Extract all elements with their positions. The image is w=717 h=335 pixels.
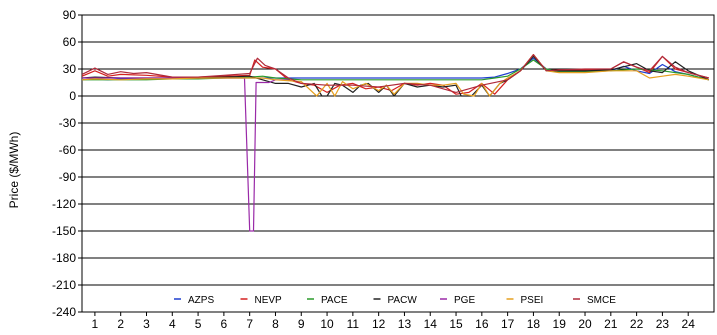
y-tick-label: -60 [59,143,77,157]
x-tick-label: 5 [195,317,202,331]
legend: AZPS NEVP PACE PACW PGE PSEI SMCE [170,291,636,307]
series-line-pace [82,59,709,81]
x-tick-label: 7 [246,317,253,331]
y-tick-label: 30 [63,62,77,76]
x-tick-label: 13 [398,317,412,331]
y-tick-label: 60 [63,35,77,49]
x-tick-label: 6 [221,317,228,331]
y-axis-tick-labels: 90 60 30 0 -30 -60 -90 -120 -150 -180 -210 -240 [52,8,82,319]
x-tick-label: 10 [320,317,334,331]
x-tick-label: 17 [501,317,515,331]
legend-label-pacw: PACW [388,295,418,306]
x-tick-label: 16 [475,317,489,331]
x-tick-label: 24 [682,317,696,331]
legend-label-azps: AZPS [188,295,214,306]
legend-background [170,291,636,307]
x-tick-label: 14 [424,317,438,331]
x-tick-label: 21 [604,317,618,331]
x-tick-label: 22 [630,317,644,331]
x-tick-label: 11 [347,317,360,331]
horizontal-gridlines [82,41,714,286]
legend-label-psei: PSEI [521,295,544,306]
x-tick-label: 3 [143,317,150,331]
plot-area-frame [81,14,715,313]
x-tick-label: 12 [372,317,386,331]
x-tick-label: 8 [272,317,279,331]
x-tick-label: 20 [578,317,592,331]
x-tick-label: 2 [117,317,124,331]
x-tick-label: 4 [169,317,176,331]
legend-label-pace: PACE [321,295,348,306]
series-lines [81,53,710,232]
series-line-psei [81,53,709,97]
x-tick-label: 18 [527,317,541,331]
y-tick-label: -30 [59,116,77,130]
y-axis-label: Price ($/MWh) [7,132,21,209]
y-tick-label: -150 [52,224,76,238]
x-axis-tick-labels: 1 2 3 4 5 6 7 8 9 10 11 12 13 14 15 16 17 18 19 20 21 22 23 24 [92,312,696,331]
x-tick-label: 9 [298,317,305,331]
series-line-pge [82,77,289,232]
x-tick-label: 1 [92,317,99,331]
y-tick-label: 0 [69,89,76,103]
y-tick-label: 90 [63,8,77,22]
plot-border [81,14,715,313]
y-tick-label: -180 [52,251,76,265]
legend-label-smce: SMCE [587,295,616,306]
series-line-nevp [81,53,709,95]
x-tick-label: 23 [656,317,670,331]
y-tick-label: -90 [59,170,77,184]
legend-label-pge: PGE [454,295,475,306]
y-tick-label: -210 [52,278,76,292]
x-tick-label: 19 [553,317,567,331]
legend-label-nevp: NEVP [255,295,283,306]
y-tick-label: -120 [52,197,76,211]
series-line-pacw [81,55,710,97]
x-tick-label: 15 [449,317,463,331]
y-tick-label: -240 [52,305,76,319]
series-line-smce [81,53,709,94]
